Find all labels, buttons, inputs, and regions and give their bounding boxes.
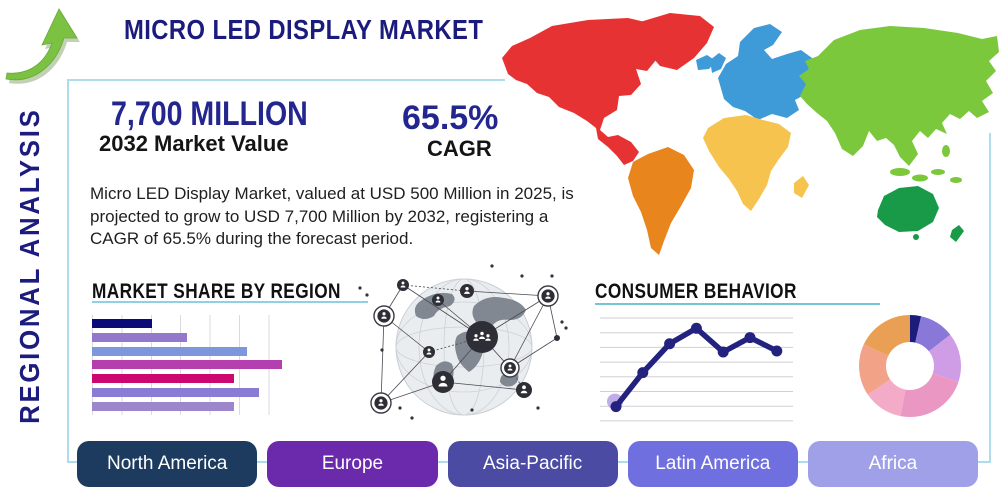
market-share-bar [92, 319, 152, 328]
person-node-icon [516, 382, 532, 398]
continent-asia [799, 26, 999, 183]
region-donut-chart [859, 315, 961, 417]
cagr-caption: CAGR [427, 136, 492, 161]
growth-arrow-icon [5, 8, 80, 84]
region-button-europe[interactable]: Europe [267, 441, 438, 487]
person-node-icon [554, 335, 560, 341]
donut-slice [900, 373, 959, 417]
market-value-stat: 7,700 MILLION [111, 95, 308, 133]
consumer-behavior-title: CONSUMER BEHAVIOR [595, 280, 797, 303]
frame-top-line [67, 79, 505, 81]
market-value-caption: 2032 Market Value [99, 131, 289, 156]
person-node-icon [423, 346, 435, 358]
cagr-stat: 65.5% [402, 99, 499, 137]
line-chart-point [771, 345, 783, 357]
region-button-latin-america[interactable]: Latin America [627, 441, 798, 487]
globe-network-links [358, 264, 568, 420]
line-chart-point [610, 401, 622, 413]
market-share-bar [92, 374, 235, 384]
line-chart-point [690, 322, 702, 334]
region-button-africa[interactable]: Africa [807, 441, 978, 487]
line-chart-point [744, 332, 756, 344]
frame-left-line [67, 79, 69, 463]
market-share-underline [92, 301, 368, 303]
person-node-icon [370, 392, 392, 414]
market-share-bar [92, 360, 282, 370]
page-title: MICRO LED DISPLAY MARKET [124, 14, 484, 45]
market-description: Micro LED Display Market, valued at USD … [90, 184, 574, 248]
line-chart-point [664, 338, 676, 350]
donut-slice [928, 334, 961, 382]
world-map-graphic [502, 13, 999, 255]
donut-slice [910, 315, 922, 343]
donut-slice [867, 379, 906, 417]
market-share-title: MARKET SHARE BY REGION [92, 280, 341, 303]
globe-network-graphic [358, 264, 568, 420]
person-node-icon [397, 279, 409, 291]
donut-slice [915, 316, 951, 352]
market-share-bar [92, 401, 235, 411]
person-node-icon [373, 305, 395, 327]
region-buttons-row: North America Europe Asia-Pacific Latin Ame… [77, 441, 978, 487]
person-node-icon [537, 285, 559, 307]
market-share-bar [92, 388, 259, 397]
continent-europe [696, 24, 814, 120]
continent-south-america [628, 147, 694, 255]
continent-north-america [502, 13, 714, 165]
market-share-bar [92, 346, 247, 356]
market-share-bar [92, 332, 187, 342]
market-share-bar-chart [92, 315, 298, 415]
continent-africa [703, 115, 809, 211]
donut-slice [859, 344, 891, 395]
person-node-icon [466, 321, 498, 353]
person-node-icon [500, 358, 520, 378]
continent-australia [877, 186, 964, 242]
frame-right-line [989, 133, 991, 463]
line-chart-point [717, 346, 729, 358]
line-chart-point [637, 367, 649, 379]
side-label: REGIONAL ANALYSIS [14, 107, 45, 424]
donut-slice [863, 315, 910, 356]
person-node-icon [460, 284, 474, 298]
consumer-behavior-line-chart [600, 317, 793, 422]
region-button-asia-pacific[interactable]: Asia-Pacific [447, 441, 618, 487]
region-button-north-america[interactable]: North America [77, 441, 258, 487]
person-node-icon [432, 294, 444, 306]
consumer-behavior-underline [595, 303, 880, 305]
person-node-icon [432, 371, 454, 393]
